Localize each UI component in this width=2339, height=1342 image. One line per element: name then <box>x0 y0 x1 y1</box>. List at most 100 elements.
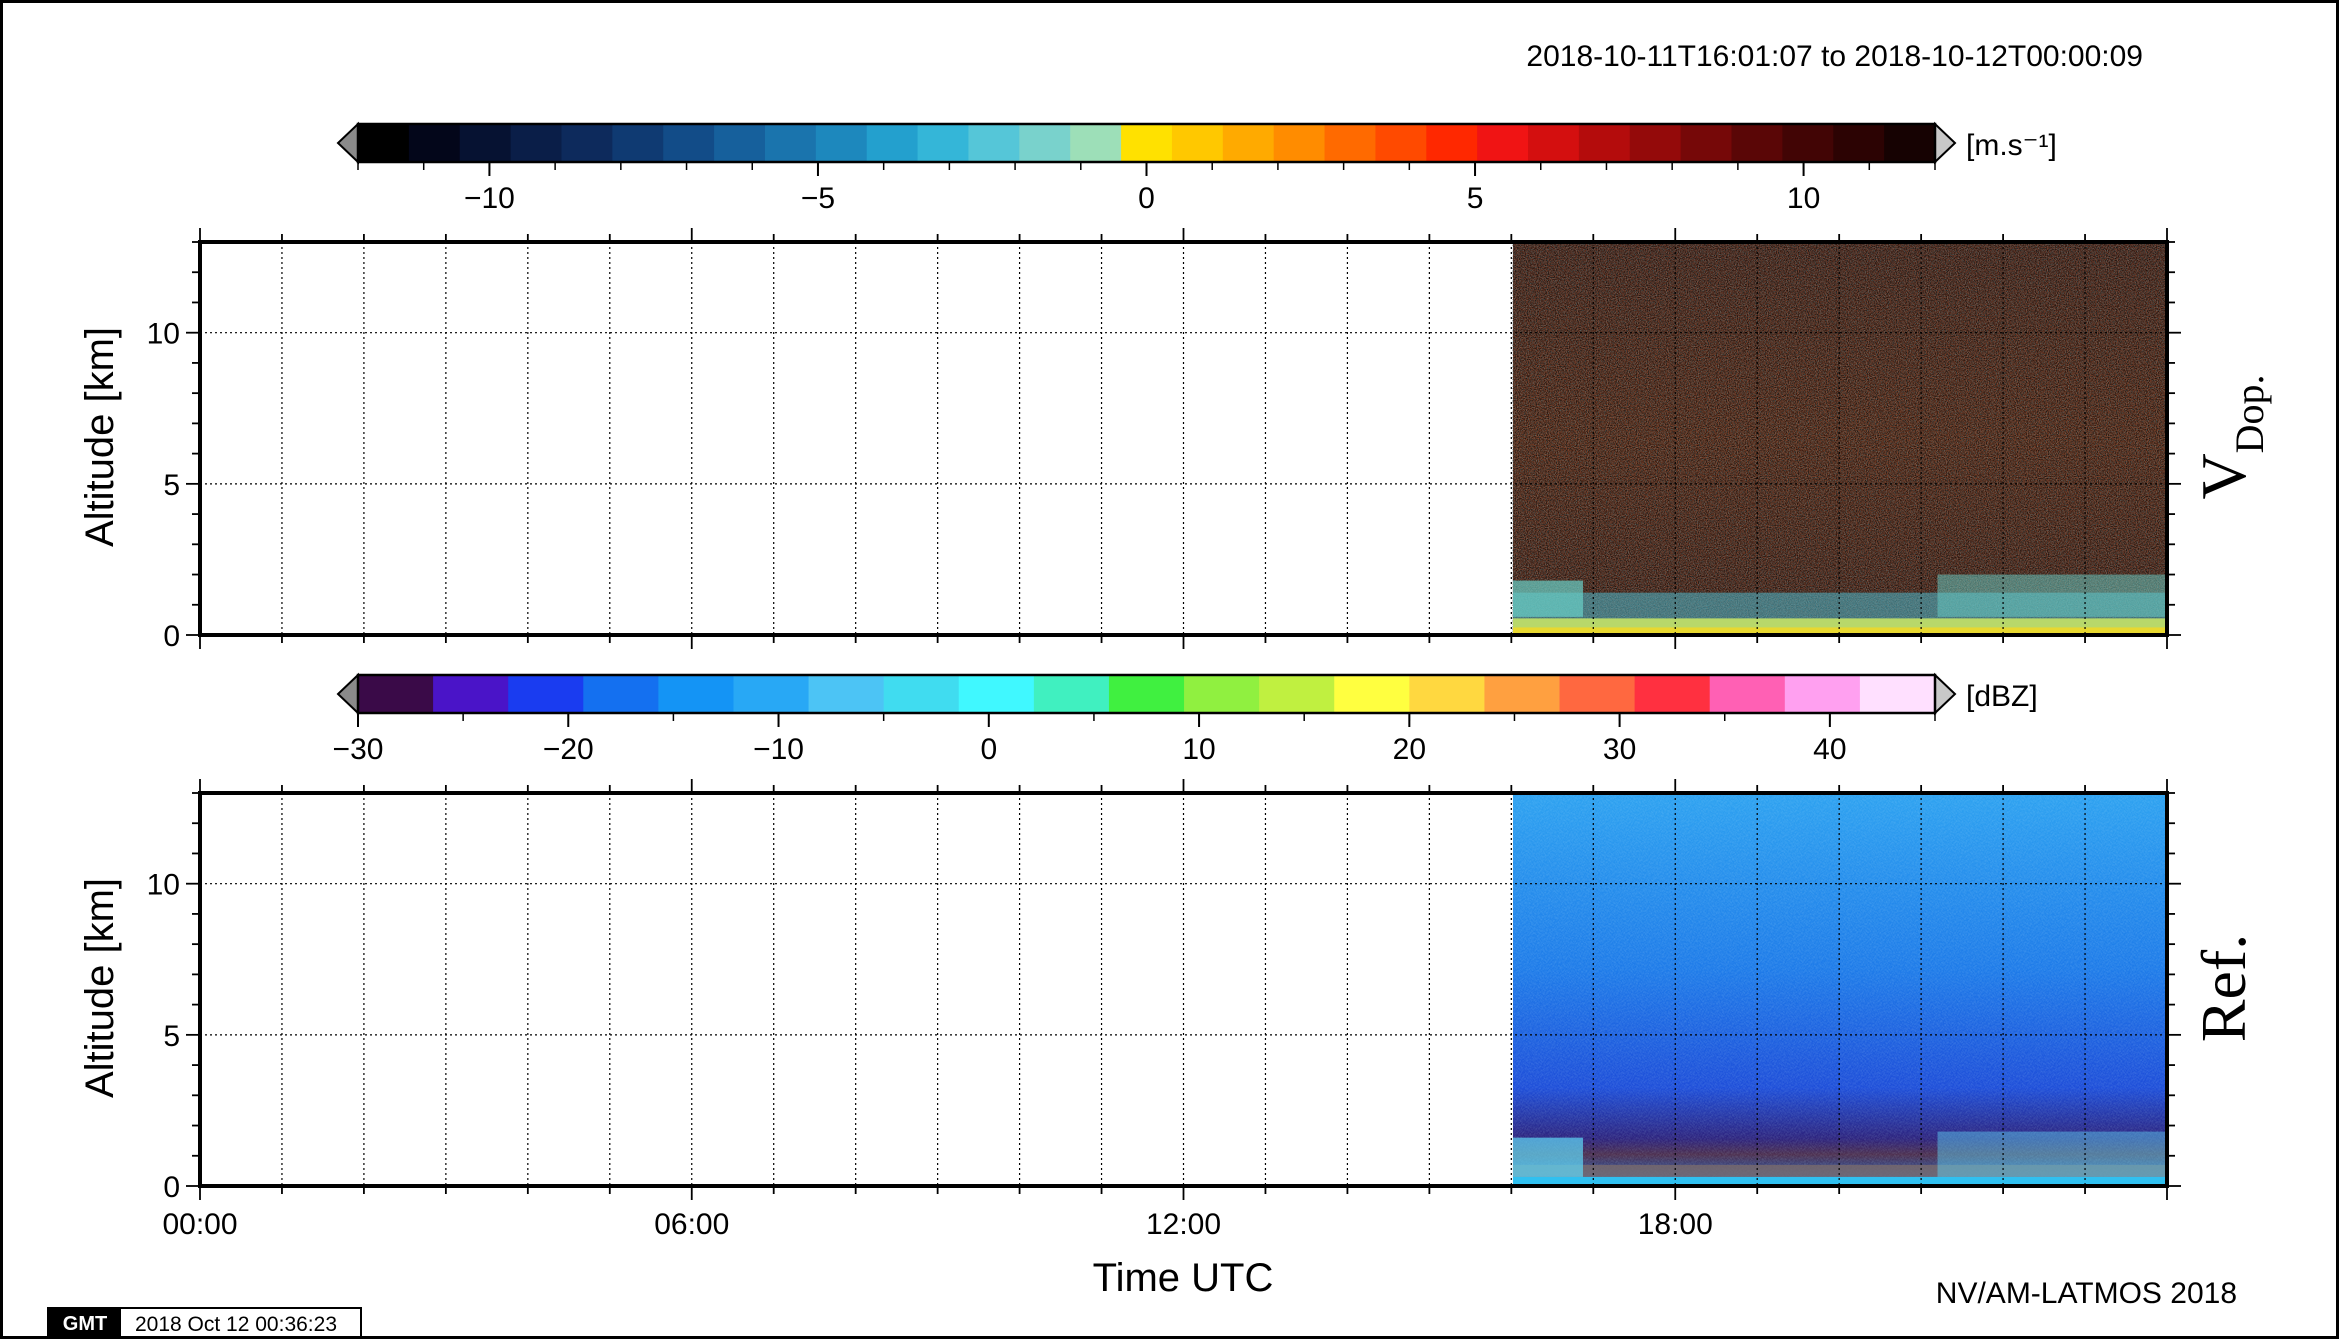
x-tick-label: 12:00 <box>1146 1208 1221 1241</box>
colorbar-segment <box>1680 124 1733 162</box>
colorbar-segment <box>883 675 960 713</box>
vdop-label-sub: Dop. <box>2227 374 2272 453</box>
colorbar-segment <box>808 675 885 713</box>
colorbar-segment <box>1409 675 1486 713</box>
x-tick-label: 06:00 <box>654 1208 729 1241</box>
ref-panel: 0 5 10 00:00 06:00 12:00 18:00 <box>147 779 2181 1241</box>
colorbar-segment <box>1033 675 1110 713</box>
colorbar-over-triangle <box>1934 672 1957 716</box>
colorbar-segment <box>583 675 659 713</box>
colorbar-segment <box>1859 675 1936 713</box>
colorbar-segment <box>1019 124 1071 162</box>
colorbar-segment <box>1070 124 1122 162</box>
colorbar-segment <box>510 124 563 162</box>
ref-noise <box>1512 793 2167 1186</box>
colorbar-segment <box>733 675 810 713</box>
colorbar-segment <box>1634 675 1711 713</box>
vdop-panel-label: VDop. <box>2188 374 2272 499</box>
colorbar-segment <box>764 124 817 162</box>
colorbar-segment <box>433 675 509 713</box>
colorbar-segment <box>1171 124 1224 162</box>
vdop-colorbar: −10 −5 0 5 10 <box>336 121 1957 215</box>
colorbar-tick-label: 10 <box>1182 733 1215 766</box>
colorbar-over-triangle <box>1934 121 1957 165</box>
ref-colorbar: −30 −20 −10 0 10 20 30 40 <box>333 672 1957 766</box>
ref-panel-label: Ref. <box>2188 934 2259 1042</box>
colorbar-segment <box>1334 675 1410 713</box>
colorbar-segment <box>866 124 919 162</box>
colorbar-segment <box>1477 124 1529 162</box>
colorbar-tick-label: 0 <box>1138 182 1155 215</box>
x-axis-label: Time UTC <box>1093 1256 1274 1300</box>
gmt-logo: GMT <box>63 1313 107 1335</box>
colorbar-segment <box>1426 124 1478 162</box>
colorbar-tick-label: 5 <box>1467 182 1484 215</box>
colorbar-segment <box>1484 675 1561 713</box>
colorbar-segment <box>1559 675 1636 713</box>
colorbar-segment <box>917 124 970 162</box>
colorbar-segment <box>958 675 1035 713</box>
colorbar-tick-label: 30 <box>1603 733 1636 766</box>
colorbar-segment <box>1578 124 1631 162</box>
colorbar-segment <box>1121 124 1173 162</box>
gmt-timestamp: 2018 Oct 12 00:36:23 <box>135 1313 337 1336</box>
ref-ground-band <box>1512 1176 2167 1186</box>
ref-early-echo <box>1512 1137 1583 1177</box>
ref-colorbar-unit: [dBZ] <box>1966 680 2038 713</box>
vdop-label-main: V <box>2188 453 2259 499</box>
y-tick-label: 10 <box>147 318 180 351</box>
colorbar-segment <box>968 124 1020 162</box>
colorbar-tick-label: −10 <box>753 733 804 766</box>
colorbar-segment <box>1108 675 1185 713</box>
vdop-early-echo <box>1512 580 1583 617</box>
colorbar-segment <box>1884 124 1936 162</box>
colorbar-tick-label: −10 <box>464 182 515 215</box>
colorbar-segment <box>1259 675 1335 713</box>
y-tick-label: 5 <box>163 469 180 502</box>
vdop-panel: 0 5 10 <box>147 228 2181 653</box>
ref-late-echo <box>1937 1131 2167 1177</box>
colorbar-segment <box>1273 124 1326 162</box>
colorbar-tick-label: −30 <box>333 733 384 766</box>
colorbar-segment <box>1784 675 1861 713</box>
y-tick-label: 10 <box>147 869 180 902</box>
credit-label: NV/AM-LATMOS 2018 <box>1936 1277 2237 1310</box>
figure-canvas: 2018-10-11T16:01:07 to 2018-10-12T00:00:… <box>47 40 2272 1338</box>
colorbar-under-triangle <box>336 121 359 165</box>
colorbar-segment <box>358 124 410 162</box>
colorbar-segment <box>1222 124 1275 162</box>
colorbar-tick-label: 20 <box>1393 733 1426 766</box>
colorbar-segment <box>1782 124 1834 162</box>
y-tick-label: 0 <box>163 620 180 653</box>
colorbar-segment <box>508 675 584 713</box>
colorbar-segment <box>1629 124 1682 162</box>
colorbar-tick-label: −20 <box>543 733 594 766</box>
svg-text:VDop.: VDop. <box>2188 374 2272 499</box>
colorbar-segment <box>1709 675 1786 713</box>
gmt-stamp: GMT 2018 Oct 12 00:36:23 <box>47 1307 362 1338</box>
colorbar-segment <box>1324 124 1377 162</box>
time-range-label: 2018-10-11T16:01:07 to 2018-10-12T00:00:… <box>1526 40 2143 73</box>
x-tick-label: 18:00 <box>1638 1208 1713 1241</box>
colorbar-tick-label: 40 <box>1813 733 1846 766</box>
colorbar-tick-label: 0 <box>980 733 997 766</box>
vdop-colorbar-unit: [m.s⁻¹] <box>1966 129 2057 162</box>
colorbar-segment <box>408 124 461 162</box>
vdop-late-echo <box>1937 574 2167 617</box>
colorbar-segment <box>612 124 664 162</box>
colorbar-segment <box>658 675 735 713</box>
colorbar-segment <box>1833 124 1885 162</box>
colorbar-segment <box>358 675 434 713</box>
colorbar-segment <box>1184 675 1260 713</box>
y-tick-label: 0 <box>163 1171 180 1204</box>
colorbar-segment <box>561 124 613 162</box>
ref-ylabel: Altitude [km] <box>78 878 122 1098</box>
y-tick-label: 5 <box>163 1020 180 1053</box>
colorbar-border <box>356 673 1937 715</box>
colorbar-segment <box>1375 124 1427 162</box>
vdop-ylabel: Altitude [km] <box>78 327 122 547</box>
x-tick-label: 00:00 <box>162 1208 237 1241</box>
vdop-ground-band <box>1512 627 2167 635</box>
vdop-noise-speckle <box>1512 242 2167 635</box>
